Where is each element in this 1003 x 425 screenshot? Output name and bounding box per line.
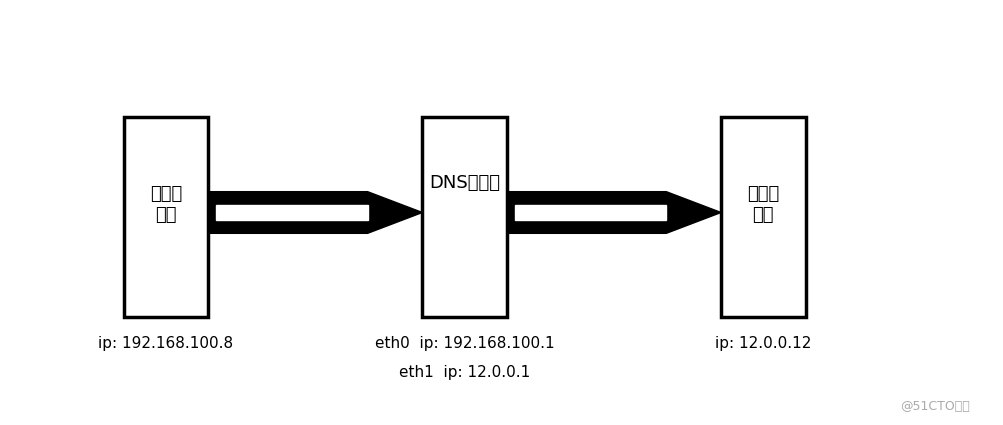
Bar [123,117,208,317]
Text: ip: 12.0.0.12: ip: 12.0.0.12 [714,336,810,351]
FancyArrow shape [216,205,367,220]
Text: 局域网
主机: 局域网 主机 [149,185,182,224]
Text: eth0  ip: 192.168.100.1: eth0 ip: 192.168.100.1 [374,336,554,351]
Text: eth1  ip: 12.0.0.1: eth1 ip: 12.0.0.1 [398,366,530,380]
Text: 广域网
主机: 广域网 主机 [746,185,778,224]
FancyArrow shape [208,192,422,233]
FancyArrow shape [507,192,720,233]
Text: @51CTO博客: @51CTO博客 [900,400,969,413]
Text: ip: 192.168.100.8: ip: 192.168.100.8 [98,336,234,351]
FancyArrow shape [515,205,666,220]
Bar [720,117,804,317]
Bar [422,117,507,317]
Text: DNS服务器: DNS服务器 [428,174,499,193]
